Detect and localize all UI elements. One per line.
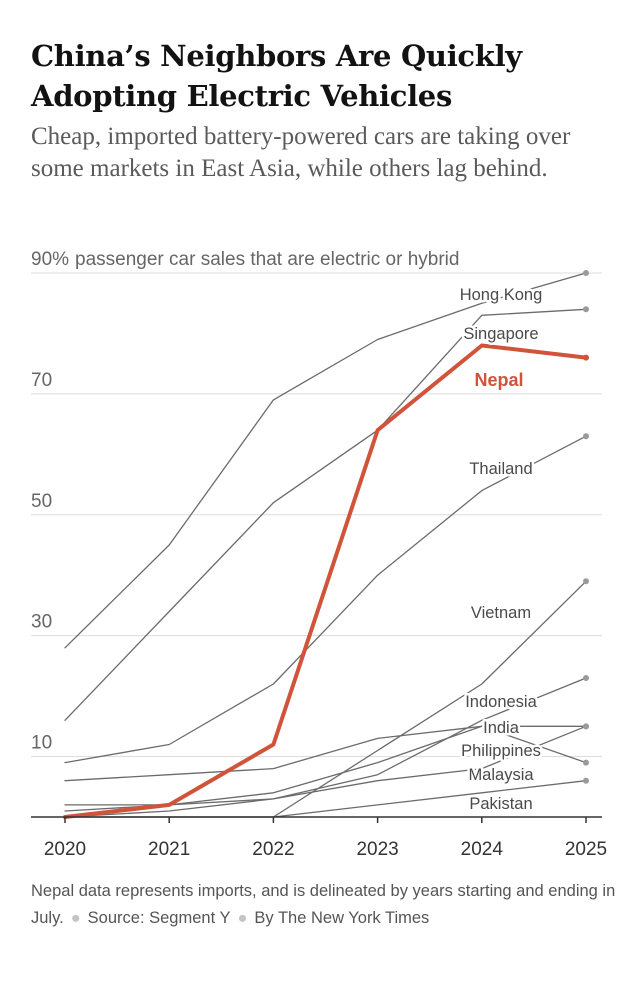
series-label-halo: Philippines [461, 742, 541, 760]
series-line-indonesia [64, 677, 587, 818]
series-line-philippines [64, 725, 587, 806]
end-point-pakistan [583, 777, 589, 784]
chart-subtitle: Cheap, imported battery-powered cars are… [31, 123, 571, 182]
separator-dot: ● [237, 909, 248, 927]
series-label-halo: Malaysia [468, 766, 534, 784]
separator-dot: ● [70, 909, 81, 927]
end-point-malaysia [583, 759, 589, 766]
footnote-source: Source: Segment Y [87, 909, 231, 927]
series-label-halo: Hong Kong [460, 286, 543, 304]
series-label-singapore: Singapore [463, 325, 538, 343]
x-tick-label: 2023 [356, 839, 398, 860]
series-label-halo: Pakistan [469, 795, 532, 813]
series-label-nepal: Nepal [474, 370, 523, 390]
series-label-halo: Indonesia [465, 693, 537, 711]
y-tick-label: 10 [31, 733, 52, 754]
series-label-philippines: Philippines [461, 742, 541, 760]
series-line-malaysia [64, 725, 587, 782]
y-tick-label: 30 [31, 612, 52, 633]
series-label-indonesia: Indonesia [465, 693, 537, 711]
series-label-vietnam: Vietnam [471, 604, 531, 622]
chart-title: China’s Neighbors Are Quickly Adopting E… [31, 39, 522, 113]
x-axis-ticks: 2020 2021 2022 2023 2024 2025 [44, 817, 607, 860]
series-line-hong-kong [64, 272, 587, 649]
series-label-halo: India [483, 719, 520, 737]
end-point-vietnam [583, 578, 589, 585]
series-line-nepal [63, 343, 588, 819]
end-point-nepal [583, 354, 589, 361]
series-label-pakistan: Pakistan [469, 795, 532, 813]
x-tick-label: 2022 [252, 839, 294, 860]
end-point-singapore [583, 306, 589, 313]
series-label-thailand: Thailand [469, 460, 532, 478]
gridlines [31, 272, 602, 758]
x-tick-label: 2021 [148, 839, 190, 860]
y-axis-label: passenger car sales that are electric or… [75, 249, 459, 270]
series-line-thailand [64, 435, 587, 764]
y-tick-label: 90% [31, 249, 69, 270]
series-label-halo: Nepal [474, 370, 523, 390]
end-point-hong-kong [583, 270, 589, 276]
end-point-thailand [583, 433, 589, 440]
x-tick-label: 2024 [461, 839, 504, 860]
footnote-credit: By The New York Times [254, 909, 430, 927]
x-tick-label: 2025 [565, 839, 607, 860]
series-label-halo: Singapore [463, 325, 538, 343]
x-tick-label: 2020 [44, 839, 86, 860]
y-tick-label: 70 [31, 370, 52, 391]
end-point-indonesia [583, 674, 589, 681]
series-label-hong-kong: Hong Kong [460, 286, 543, 304]
y-axis-ticks: 10 30 50 70 90% [31, 249, 69, 754]
line-chart: 10 30 50 70 90% passenger car sales that are… [31, 249, 607, 860]
series-label-halo: Vietnam [471, 604, 531, 622]
series-lines [64, 270, 589, 818]
series-label-malaysia: Malaysia [468, 766, 534, 784]
footnote-note: Nepal data represents imports, and is de… [31, 882, 616, 927]
series-label-halo: Thailand [469, 460, 532, 478]
y-tick-label: 50 [31, 491, 52, 512]
footnote: Nepal data represents imports, and is de… [31, 878, 621, 932]
series-line-singapore [64, 308, 587, 721]
highlight-series [63, 343, 589, 819]
end-point-philippines [583, 723, 589, 730]
series-label-india: India [483, 719, 520, 737]
